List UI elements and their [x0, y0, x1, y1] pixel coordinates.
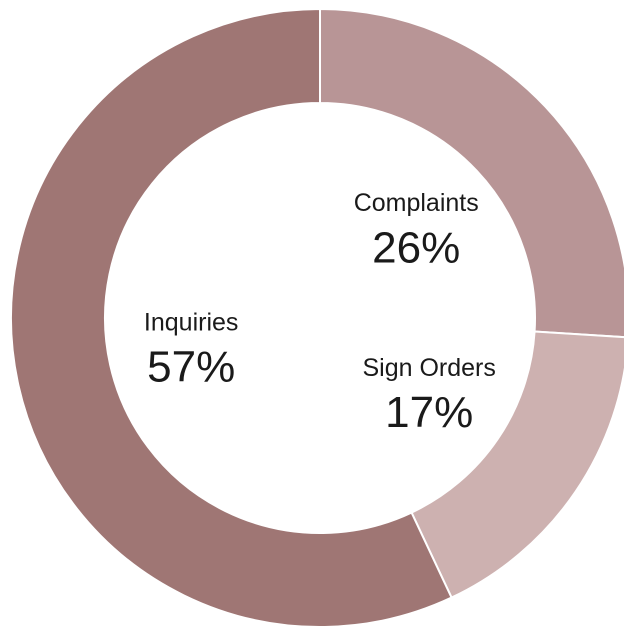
segment-value: 17%: [385, 388, 473, 437]
segment-value: 57%: [147, 342, 235, 391]
segment-label: Complaints: [354, 189, 479, 217]
segment-label: Sign Orders: [362, 354, 495, 382]
segment-value: 26%: [372, 223, 460, 272]
segment-label: Inquiries: [144, 308, 239, 336]
donut-segment: [319, 7, 624, 339]
donut-segment: [10, 7, 453, 627]
